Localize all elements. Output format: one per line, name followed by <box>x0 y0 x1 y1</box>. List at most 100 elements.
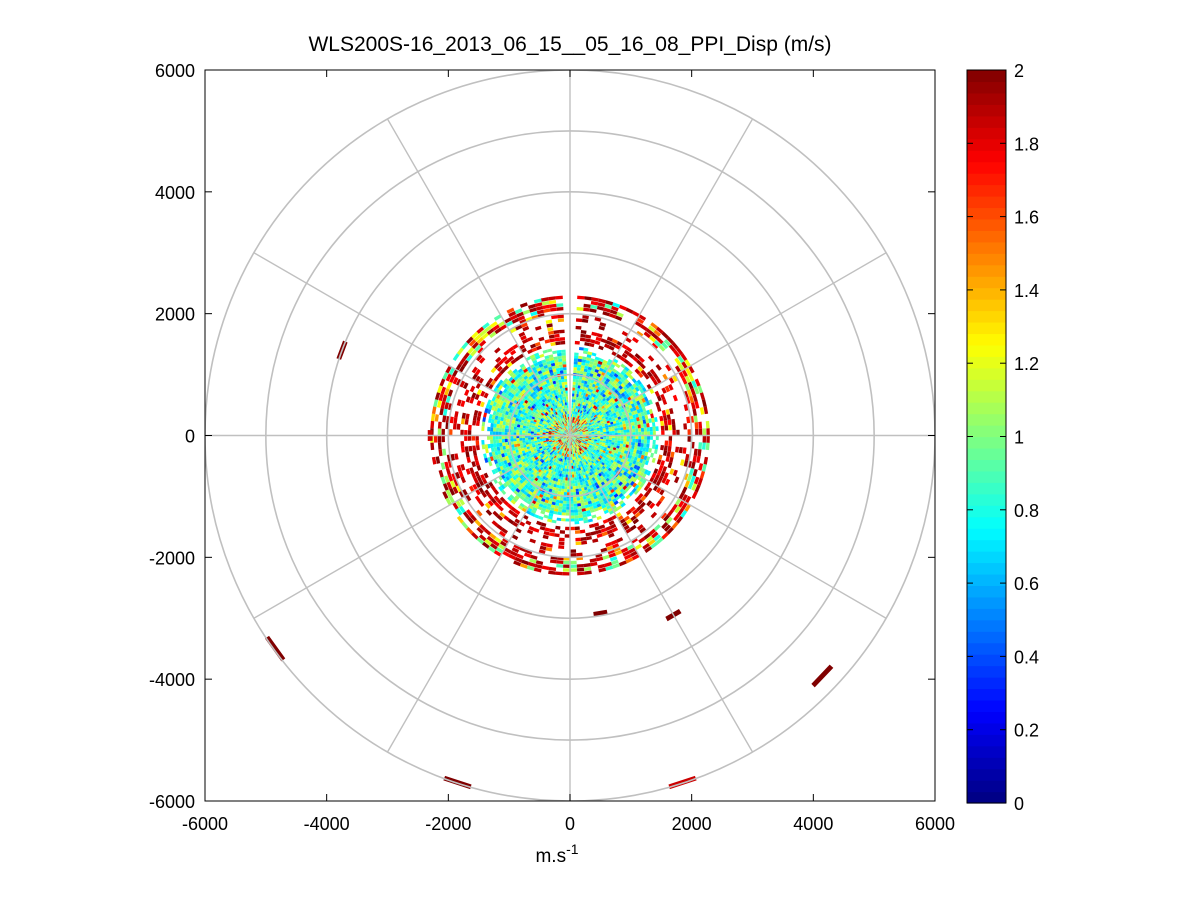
colorbar-swatch <box>967 471 1006 483</box>
data-cell <box>687 436 691 442</box>
data-cell <box>621 438 624 441</box>
data-cell <box>558 545 564 549</box>
data-cell <box>572 466 574 469</box>
data-cell <box>635 442 638 446</box>
data-cell <box>652 444 655 449</box>
y-tick-label: 6000 <box>155 61 195 81</box>
data-cell <box>597 437 600 439</box>
data-cell <box>574 391 577 394</box>
data-cell <box>574 512 578 515</box>
colorbar-tick-label: 0.8 <box>1014 501 1039 521</box>
data-cell <box>558 491 562 494</box>
data-cell <box>490 427 493 431</box>
data-cell <box>620 427 623 430</box>
data-cell <box>574 353 578 356</box>
data-cell <box>566 396 568 399</box>
data-cell <box>676 430 679 436</box>
data-cell <box>562 355 566 358</box>
colorbar-tick-label: 1.2 <box>1014 354 1039 374</box>
colorbar-swatch <box>967 242 1006 254</box>
colorbar-swatch <box>967 620 1006 632</box>
data-cell <box>490 440 493 444</box>
data-cell <box>558 362 562 365</box>
data-cell <box>665 440 669 445</box>
data-cell <box>441 436 445 443</box>
data-cell <box>580 334 586 338</box>
data-cell <box>464 430 467 436</box>
data-cell <box>632 425 635 429</box>
data-cell <box>563 480 566 483</box>
data-cell <box>438 422 442 429</box>
x-tick-label: -4000 <box>304 814 350 834</box>
data-cell <box>703 436 707 443</box>
data-cell <box>563 501 567 504</box>
data-cell <box>668 425 672 431</box>
data-cell <box>493 443 496 447</box>
colorbar-swatch <box>967 81 1006 93</box>
data-cell <box>563 504 567 507</box>
colorbar-swatch <box>967 459 1006 471</box>
data-cell <box>625 444 628 448</box>
data-cell <box>555 526 560 530</box>
colorbar-swatch <box>967 677 1006 689</box>
data-cell <box>557 315 563 319</box>
data-cell <box>482 444 485 449</box>
data-cell <box>577 370 581 373</box>
data-cell <box>640 424 643 428</box>
data-cell <box>646 423 649 427</box>
colorbar-swatch <box>967 643 1006 655</box>
data-cell <box>574 509 578 512</box>
data-cell <box>580 371 584 374</box>
data-cell <box>487 427 490 431</box>
data-cell <box>687 429 691 435</box>
data-cell <box>577 497 581 500</box>
data-cell <box>626 438 629 441</box>
colorbar-swatch <box>967 219 1006 231</box>
data-cell <box>559 365 563 368</box>
data-cell <box>577 367 581 370</box>
data-cell <box>574 515 578 518</box>
colorbar-swatch <box>967 562 1006 574</box>
data-cell <box>644 439 647 443</box>
data-cell <box>570 527 575 530</box>
data-cell <box>626 426 629 429</box>
data-cell <box>556 371 560 374</box>
x-tick-label: 4000 <box>793 814 833 834</box>
data-cell <box>561 492 564 495</box>
data-cell <box>475 436 478 441</box>
colorbar-swatch <box>967 769 1006 781</box>
data-cell <box>572 399 574 402</box>
data-cell <box>574 504 578 507</box>
data-cell <box>578 379 581 382</box>
colorbar-swatch <box>967 196 1006 208</box>
colorbar-swatch <box>967 345 1006 357</box>
data-cell <box>493 439 496 443</box>
data-cell <box>561 518 566 521</box>
data-cell <box>558 506 562 509</box>
data-cell <box>635 428 638 432</box>
data-cell <box>668 420 672 426</box>
data-cell <box>620 441 623 444</box>
data-cell <box>572 477 575 480</box>
data-cell <box>499 424 502 428</box>
data-cell <box>573 483 576 486</box>
data-cell <box>558 509 562 512</box>
colorbar-swatch <box>967 448 1006 460</box>
data-cell <box>672 424 676 430</box>
data-cell <box>499 443 502 447</box>
data-cell <box>562 361 566 364</box>
colorbar-tick-label: 1.6 <box>1014 208 1039 228</box>
data-cell <box>646 444 649 448</box>
data-cell <box>562 509 566 512</box>
x-tick-label: 0 <box>565 814 575 834</box>
data-cell <box>625 423 628 427</box>
data-cell <box>566 469 568 472</box>
data-cell <box>600 437 603 439</box>
data-cell <box>481 440 484 445</box>
data-cell <box>572 480 575 483</box>
data-cell <box>573 501 577 504</box>
colorbar-tick-label: 0.2 <box>1014 721 1039 741</box>
data-cell <box>563 572 570 576</box>
data-cell <box>698 422 702 429</box>
